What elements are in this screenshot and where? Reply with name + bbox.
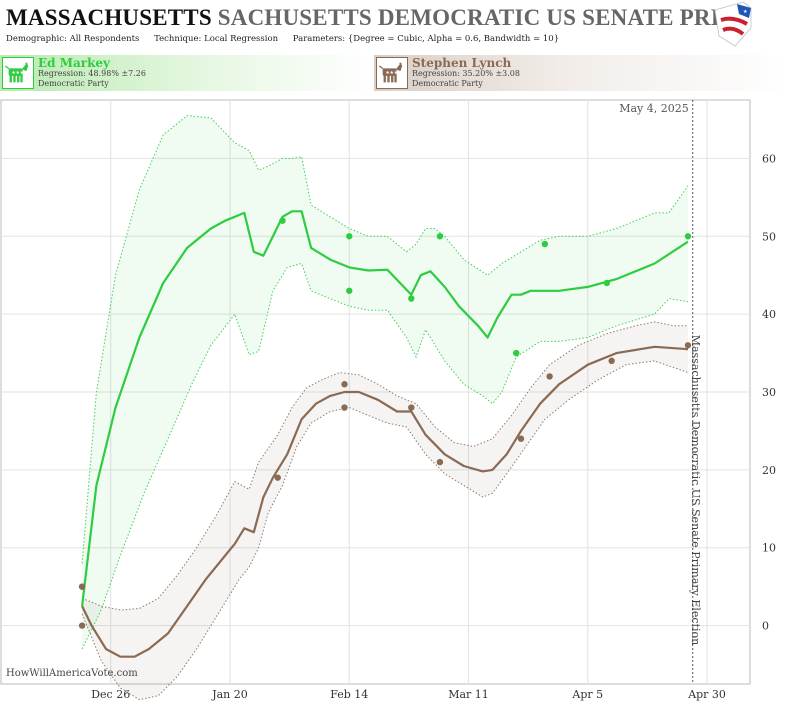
y-tick-label: 40 (762, 308, 776, 321)
y-tick-label: 60 (762, 152, 776, 165)
election-axis-label: Massachusetts Democratic US Senate Prima… (689, 335, 702, 646)
header: MASSACHUSETTS SACHUSETTS DEMOCRATIC US S… (0, 0, 789, 50)
param-label: Demographic: (6, 34, 67, 44)
x-tick-label: Dec 26 (91, 688, 130, 701)
y-tick-label: 20 (762, 464, 776, 477)
poll-point (541, 240, 549, 248)
confidence-bands (81, 115, 689, 701)
poll-points (78, 217, 692, 629)
candidate-regression: Regression: 48.98% ±7.26 (38, 69, 146, 78)
regression-lines (81, 210, 689, 658)
poll-point (436, 233, 444, 240)
param-label: Parameters: (292, 34, 346, 44)
title-state: MASSACHUSETTS (6, 5, 212, 30)
poll-point (78, 583, 86, 590)
regression-chart: 0 10 20 30 40 50 60 Dec 26 Jan 20 Feb 14 Mar 11 Apr… (0, 99, 776, 701)
grid (0, 99, 751, 685)
date-label: May 4, 2025 (619, 102, 689, 115)
candidate-card-stephen-lynch: ★★★ Stephen Lynch Regression: 35.20% ±3.… (374, 55, 789, 91)
candidate-name: Ed Markey (38, 56, 111, 70)
x-tick-label: Apr 5 (571, 688, 603, 701)
candidate-party: Democratic Party (38, 79, 109, 88)
poll-point (513, 349, 520, 357)
param-value: {Degree = Cubic, Alpha = 0.6, Bandwidth … (347, 34, 560, 44)
y-tick-label: 0 (762, 620, 769, 633)
x-tick-label: Mar 11 (448, 688, 489, 701)
candidate-party: Democratic Party (412, 79, 483, 88)
poll-point (603, 279, 611, 287)
svg-text:★★★: ★★★ (385, 70, 398, 76)
svg-text:★★★: ★★★ (11, 70, 24, 76)
axes: 0 10 20 30 40 50 60 Dec 26 Jan 20 Feb 14 Mar 11 Apr… (91, 100, 776, 701)
x-tick-label: Apr 30 (687, 688, 726, 701)
band-lower (81, 262, 689, 650)
poll-point (274, 474, 281, 481)
x-tick-label: Feb 14 (330, 688, 368, 701)
param-value: All Respondents (69, 34, 140, 44)
poll-point (346, 233, 353, 240)
y-tick-label: 30 (762, 386, 776, 399)
candidate-card-ed-markey: ★★★ Ed Markey Regression: 48.98% ±7.26 D… (0, 55, 374, 91)
param-value: Local Regression (204, 34, 279, 44)
title-race: SACHUSETTS DEMOCRATIC US SENATE PRIM (217, 5, 742, 30)
confidence-band (82, 321, 689, 700)
poll-point (346, 287, 353, 294)
regression-line (81, 210, 689, 607)
svg-text:★: ★ (743, 9, 748, 15)
poll-point (279, 217, 286, 224)
candidate-regression: Regression: 35.20% ±3.08 (412, 69, 520, 78)
flag-logo-icon: ★ (714, 2, 752, 47)
regression-line (81, 345, 689, 658)
donkey-icon: ★★★ (2, 57, 34, 89)
poll-point (341, 381, 348, 388)
poll-point (684, 342, 692, 349)
poll-point (436, 458, 444, 466)
poll-point (341, 404, 348, 411)
candidate-name: Stephen Lynch (412, 56, 512, 70)
poll-point (78, 622, 86, 629)
poll-point (517, 435, 525, 442)
param-label: Technique: (154, 34, 202, 44)
y-tick-label: 10 (762, 542, 776, 555)
poll-point (684, 233, 692, 240)
poll-point (546, 373, 553, 380)
x-tick-label: Jan 20 (211, 688, 248, 701)
band-upper (81, 321, 688, 611)
poll-point (408, 295, 415, 302)
y-tick-label: 50 (762, 230, 776, 243)
poll-point (408, 404, 415, 411)
donkey-icon: ★★★ (376, 57, 408, 89)
watermark: HowWillAmericaVote.com (6, 668, 138, 679)
page-title: MASSACHUSETTS SACHUSETTS DEMOCRATIC US S… (6, 5, 742, 31)
confidence-band (82, 115, 689, 650)
parameters-line: Demographic: All Respondents Technique: … (6, 34, 559, 44)
band-lower (81, 360, 689, 701)
poll-point (608, 357, 615, 365)
